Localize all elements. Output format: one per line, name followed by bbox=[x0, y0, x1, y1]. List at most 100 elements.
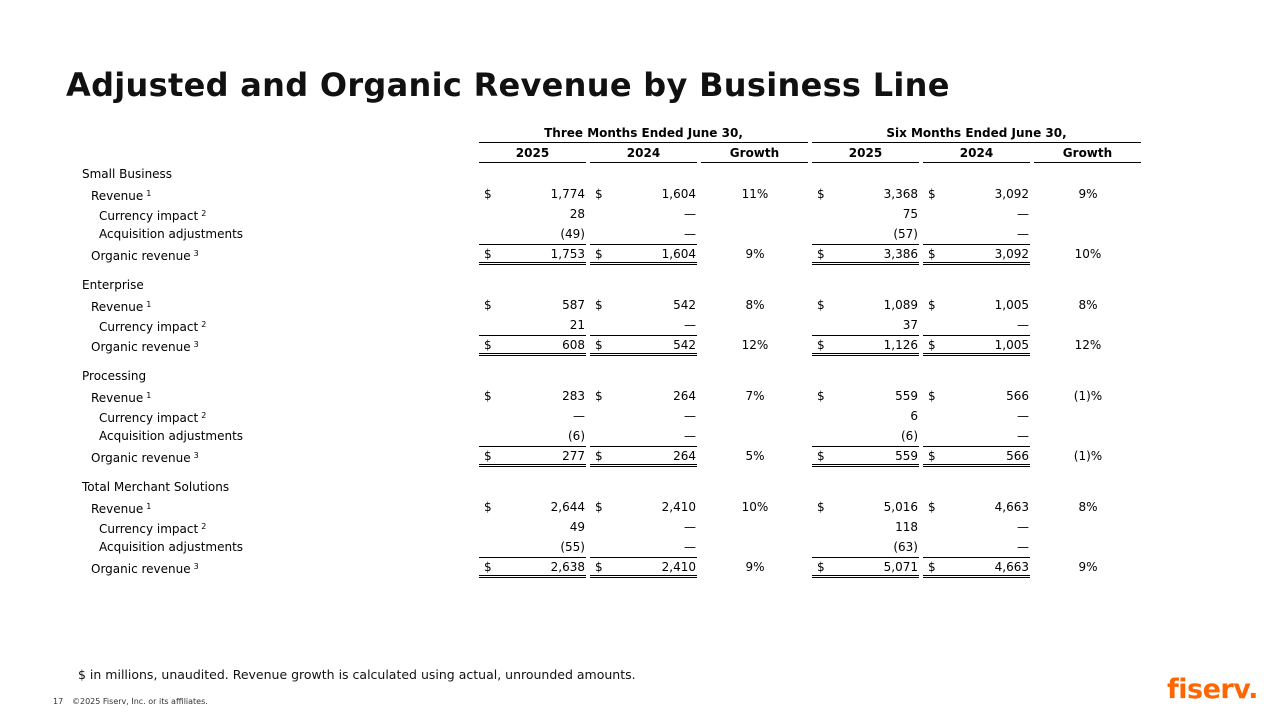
section-header: Processing bbox=[82, 369, 147, 383]
currency-symbol: $ bbox=[817, 560, 825, 574]
currency-symbol: $ bbox=[817, 298, 825, 312]
footnote-marker: 2 bbox=[201, 320, 207, 329]
value-cell: — bbox=[1017, 227, 1029, 241]
section-header: Enterprise bbox=[82, 278, 144, 292]
underline bbox=[812, 335, 919, 336]
underline bbox=[923, 244, 1030, 245]
value-cell: (49) bbox=[560, 227, 585, 241]
currency-symbol: $ bbox=[928, 187, 936, 201]
column-header: 2025 bbox=[515, 146, 550, 160]
value-cell: — bbox=[1017, 207, 1029, 221]
value-cell: 1,753 bbox=[550, 247, 585, 261]
value-cell: 75 bbox=[902, 207, 918, 221]
row-label: Currency impact 2 bbox=[99, 411, 207, 425]
underline bbox=[812, 446, 919, 447]
value-cell: 1,005 bbox=[994, 338, 1029, 352]
underline bbox=[701, 162, 808, 163]
value-cell: 1,089 bbox=[883, 298, 918, 312]
value-cell: 608 bbox=[562, 338, 585, 352]
column-header: Growth bbox=[729, 146, 780, 160]
value-cell: 1,604 bbox=[661, 187, 696, 201]
column-header: 2025 bbox=[848, 146, 883, 160]
footnote-marker: 1 bbox=[146, 189, 152, 198]
page-title: Adjusted and Organic Revenue by Business… bbox=[66, 66, 950, 104]
value-cell: — bbox=[684, 540, 696, 554]
column-header: 2024 bbox=[626, 146, 661, 160]
underline bbox=[590, 557, 697, 558]
double-underline bbox=[479, 262, 586, 265]
value-cell: — bbox=[684, 318, 696, 332]
value-cell: 2,410 bbox=[661, 500, 696, 514]
footnote-marker: 3 bbox=[193, 249, 199, 258]
copyright: ©2025 Fiserv, Inc. or its affiliates. bbox=[72, 697, 208, 706]
row-label: Acquisition adjustments bbox=[99, 227, 244, 241]
value-cell: 5,071 bbox=[883, 560, 918, 574]
currency-symbol: $ bbox=[928, 338, 936, 352]
value-cell: 566 bbox=[1006, 449, 1029, 463]
value-cell: 1,774 bbox=[550, 187, 585, 201]
footnote-marker: 1 bbox=[146, 391, 152, 400]
underline bbox=[479, 446, 586, 447]
growth-cell: 10% bbox=[1074, 247, 1102, 261]
section-header: Small Business bbox=[82, 167, 173, 181]
growth-cell: 5% bbox=[745, 449, 765, 463]
currency-symbol: $ bbox=[484, 247, 492, 261]
footnote: $ in millions, unaudited. Revenue growth… bbox=[78, 667, 636, 682]
column-header: Growth bbox=[1062, 146, 1113, 160]
currency-symbol: $ bbox=[484, 560, 492, 574]
value-cell: 49 bbox=[569, 520, 585, 534]
growth-cell: 9% bbox=[1078, 560, 1098, 574]
value-cell: (57) bbox=[893, 227, 918, 241]
growth-cell: 9% bbox=[1078, 187, 1098, 201]
currency-symbol: $ bbox=[595, 500, 603, 514]
underline bbox=[812, 557, 919, 558]
growth-cell: 11% bbox=[741, 187, 769, 201]
underline bbox=[590, 446, 697, 447]
double-underline bbox=[923, 262, 1030, 265]
row-label: Organic revenue 3 bbox=[91, 451, 199, 465]
value-cell: 2,638 bbox=[550, 560, 585, 574]
value-cell: 3,386 bbox=[883, 247, 918, 261]
value-cell: 559 bbox=[895, 449, 918, 463]
value-cell: 1,005 bbox=[994, 298, 1029, 312]
row-label: Revenue 1 bbox=[91, 391, 152, 405]
underline bbox=[479, 244, 586, 245]
growth-cell: 12% bbox=[741, 338, 769, 352]
value-cell: — bbox=[1017, 540, 1029, 554]
underline bbox=[479, 557, 586, 558]
footnote-marker: 2 bbox=[201, 209, 207, 218]
underline bbox=[479, 142, 808, 143]
value-cell: 4,663 bbox=[994, 560, 1029, 574]
value-cell: 566 bbox=[1006, 389, 1029, 403]
row-label: Organic revenue 3 bbox=[91, 340, 199, 354]
currency-symbol: $ bbox=[928, 500, 936, 514]
currency-symbol: $ bbox=[928, 298, 936, 312]
row-label: Acquisition adjustments bbox=[99, 540, 244, 554]
growth-cell: 8% bbox=[1078, 298, 1098, 312]
growth-cell: 9% bbox=[745, 560, 765, 574]
value-cell: — bbox=[1017, 409, 1029, 423]
underline bbox=[923, 162, 1030, 163]
underline bbox=[590, 335, 697, 336]
currency-symbol: $ bbox=[817, 500, 825, 514]
footnote-marker: 3 bbox=[193, 451, 199, 460]
growth-cell: 8% bbox=[745, 298, 765, 312]
value-cell: — bbox=[684, 429, 696, 443]
page-number: 17 bbox=[53, 697, 64, 706]
double-underline bbox=[590, 262, 697, 265]
value-cell: — bbox=[684, 227, 696, 241]
value-cell: — bbox=[1017, 429, 1029, 443]
growth-cell: 12% bbox=[1074, 338, 1102, 352]
double-underline bbox=[812, 353, 919, 356]
currency-symbol: $ bbox=[484, 449, 492, 463]
value-cell: — bbox=[684, 207, 696, 221]
value-cell: 3,368 bbox=[883, 187, 918, 201]
underline bbox=[812, 244, 919, 245]
currency-symbol: $ bbox=[484, 389, 492, 403]
value-cell: 3,092 bbox=[994, 247, 1029, 261]
currency-symbol: $ bbox=[595, 449, 603, 463]
value-cell: (55) bbox=[560, 540, 585, 554]
footnote-marker: 3 bbox=[193, 340, 199, 349]
currency-symbol: $ bbox=[595, 560, 603, 574]
value-cell: 28 bbox=[569, 207, 585, 221]
